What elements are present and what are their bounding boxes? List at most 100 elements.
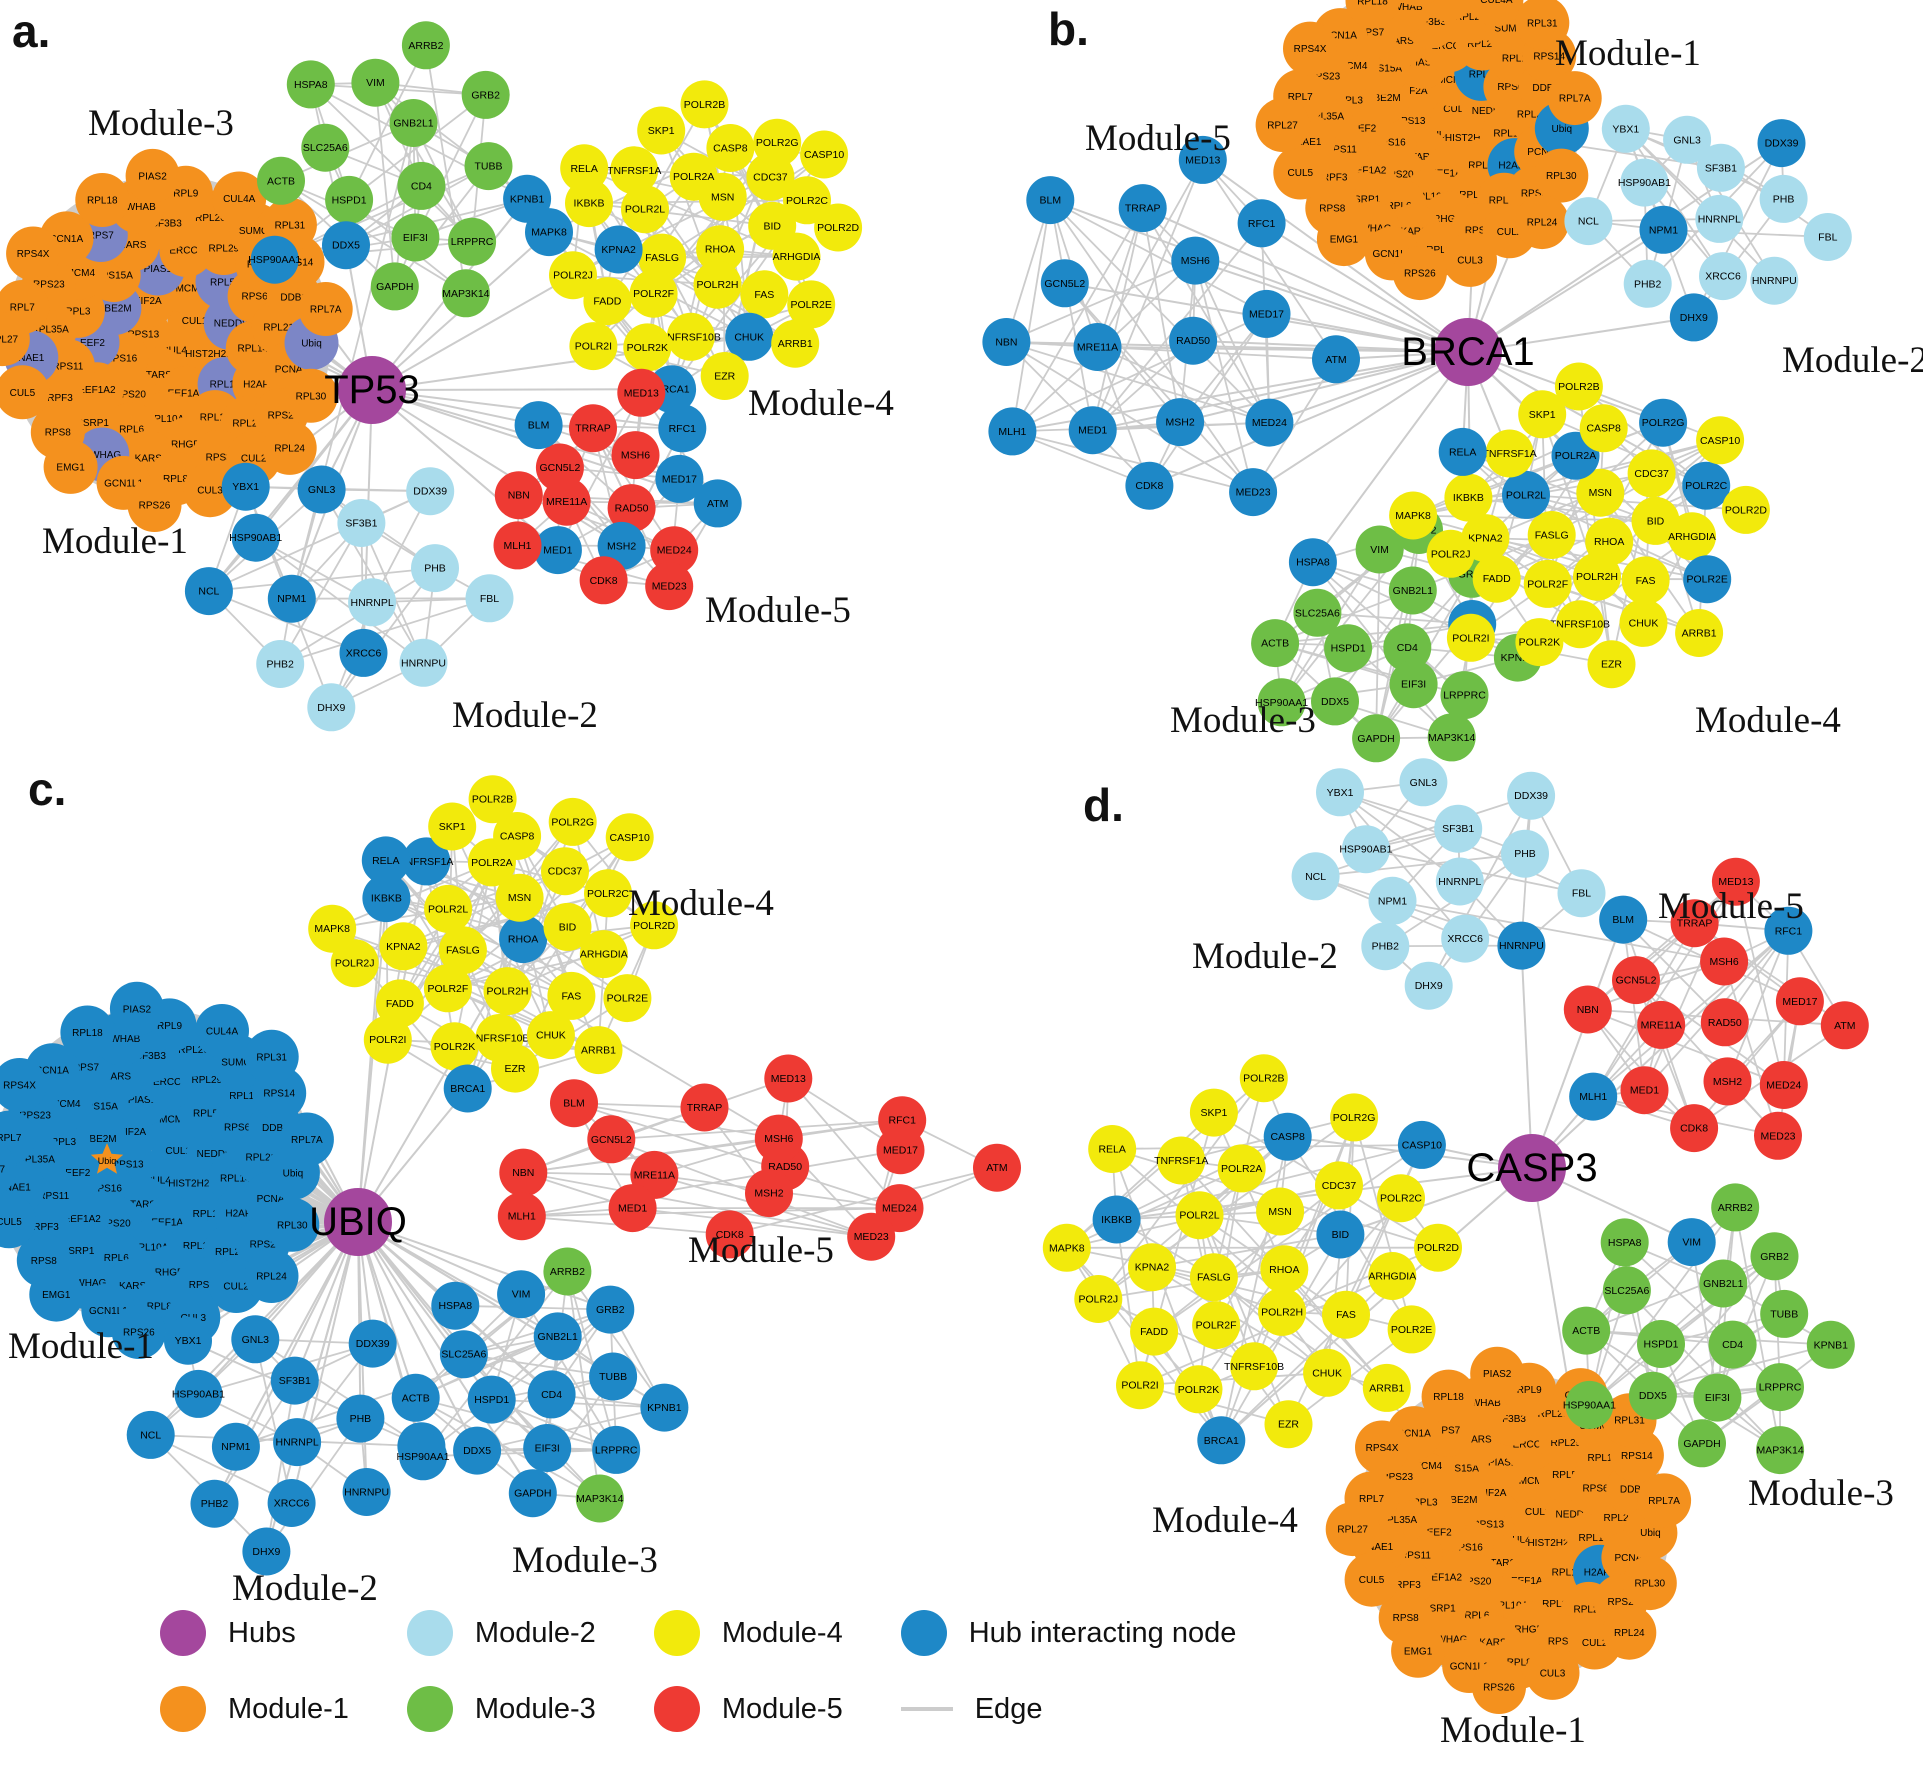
node-label: MSH6 <box>1710 956 1739 968</box>
node-label: TNFRSF10B <box>469 1033 529 1045</box>
labels-layer: Module-1 Module-2 Module-3 Module-4 Module-5… <box>1152 886 1894 1751</box>
hub-label: TP53 <box>324 368 420 412</box>
edge <box>573 1102 900 1209</box>
panel-b-letter: b. <box>1048 3 1089 55</box>
node-label: POLR2I <box>1452 632 1489 644</box>
edge <box>1467 228 1665 353</box>
node-label: RPL29 <box>209 244 240 255</box>
legend-label: Module-1 <box>228 1692 349 1725</box>
node-RPL24 <box>244 1249 299 1303</box>
node-label: DHX9 <box>1680 312 1708 324</box>
node-RELA <box>1088 1125 1137 1173</box>
node-POLR2I <box>569 322 618 371</box>
edge <box>1585 1255 1775 1332</box>
node-RPL7A <box>1637 1473 1692 1528</box>
node-MED23 <box>645 562 694 611</box>
node-label: RPL12 <box>229 1091 260 1102</box>
node-YBX1 <box>1601 104 1650 153</box>
node-label: POLR2G <box>756 137 799 149</box>
node-label: PHB <box>350 1413 372 1425</box>
node-POLR2D <box>630 901 679 950</box>
node-RFC1 <box>1237 199 1286 248</box>
node-DDX39 <box>348 1319 397 1368</box>
node-label: POLR2K <box>1178 1384 1219 1396</box>
node-label: RPL18 <box>87 196 118 207</box>
node-TNFRSF10B <box>1230 1342 1279 1391</box>
node-label: POLR2G <box>551 816 594 828</box>
node-label: POLR2A <box>1555 450 1596 462</box>
edge <box>1312 561 1453 738</box>
edge <box>476 1406 665 1452</box>
node-label: RPS11 <box>38 1191 69 1202</box>
node-label: CUL2 <box>1582 1638 1608 1649</box>
node-label: RPL11 <box>1468 161 1498 172</box>
node-SKP1 <box>1518 390 1567 439</box>
node-label: DHX9 <box>317 702 345 714</box>
node-EIF3I <box>391 213 440 262</box>
node-label: GCN1L1 <box>104 478 143 489</box>
node-CUL4A <box>212 171 267 226</box>
node-label: RPS8 <box>1393 1613 1420 1624</box>
legend-item-module5: Module-5 <box>653 1684 843 1734</box>
node-label: POLR2G <box>1642 417 1685 429</box>
node-label: CD4 <box>1397 642 1418 654</box>
node-CASP8 <box>1263 1112 1312 1161</box>
node-label: RPL8 <box>1507 1657 1532 1668</box>
node-POLR2B <box>680 80 729 129</box>
node-MED13 <box>764 1054 813 1103</box>
hub-node-TP53 <box>338 356 406 424</box>
node-label: YWHAB <box>1464 1398 1501 1409</box>
node-POLR2H <box>1258 1287 1307 1336</box>
node-label: CDK8 <box>1680 1123 1708 1135</box>
node-label: MSH2 <box>1713 1076 1742 1088</box>
node-label: CASP8 <box>713 143 748 155</box>
node-label: RELA <box>1098 1144 1125 1156</box>
node-GCN5L2 <box>1040 259 1089 308</box>
node-label: MCM4 <box>1338 61 1368 72</box>
node-label: RHOA <box>705 244 735 256</box>
node-CASP10 <box>1397 1120 1446 1169</box>
node-MSH6 <box>611 431 660 480</box>
node-label: CHUK <box>1312 1367 1342 1379</box>
node-label: RPS20 <box>114 389 146 400</box>
edge <box>1339 791 1466 940</box>
node-label: CHUK <box>1629 617 1659 629</box>
node-label: DDX39 <box>356 1338 390 1350</box>
node-label: ARRB1 <box>778 338 813 350</box>
node-label: KARS <box>135 453 163 464</box>
edge <box>523 1119 903 1174</box>
node-CUL4A <box>1469 0 1524 27</box>
node-ARHGDIA <box>1368 1252 1417 1300</box>
node-label: LRPPRC <box>451 236 494 248</box>
node-label: RPL21 <box>1517 110 1548 121</box>
node-label: GRB2 <box>596 1304 625 1316</box>
node-HSPD1 <box>467 1375 516 1424</box>
edge <box>1153 1144 1423 1333</box>
node-MED1 <box>1068 406 1117 455</box>
edge <box>374 82 396 287</box>
node-label: RPS11 <box>52 362 83 373</box>
node-label: CASP8 <box>1270 1131 1305 1143</box>
edge <box>1116 1135 1289 1221</box>
node-label: RPL9 <box>173 188 198 199</box>
node-label: GNB2L1 <box>1393 585 1433 597</box>
edge <box>1220 1167 1533 1442</box>
node-label: MED17 <box>883 1145 918 1157</box>
node-POLR2E <box>603 974 652 1023</box>
node-label: NBN <box>512 1167 534 1179</box>
edge <box>1586 1329 1831 1346</box>
node-label: POLR2L <box>428 903 468 915</box>
node-label: CUL4B <box>1505 1535 1538 1546</box>
node-DDX5 <box>1628 1371 1677 1420</box>
node-label: RPL3 <box>65 306 90 317</box>
node-label: RAD50 <box>615 503 649 515</box>
node-label: FADD <box>1483 573 1511 585</box>
node-CD4 <box>1708 1320 1757 1369</box>
node-RPL30 <box>283 368 338 423</box>
node-label: EMG1 <box>42 1290 71 1301</box>
node-label: EEF1A2 <box>1349 165 1387 176</box>
node-label: RPS2 <box>250 1239 277 1250</box>
node-SLC25A6 <box>301 123 350 172</box>
node-POLR2J <box>1426 529 1475 578</box>
node-TNFRSF10B <box>666 312 715 361</box>
